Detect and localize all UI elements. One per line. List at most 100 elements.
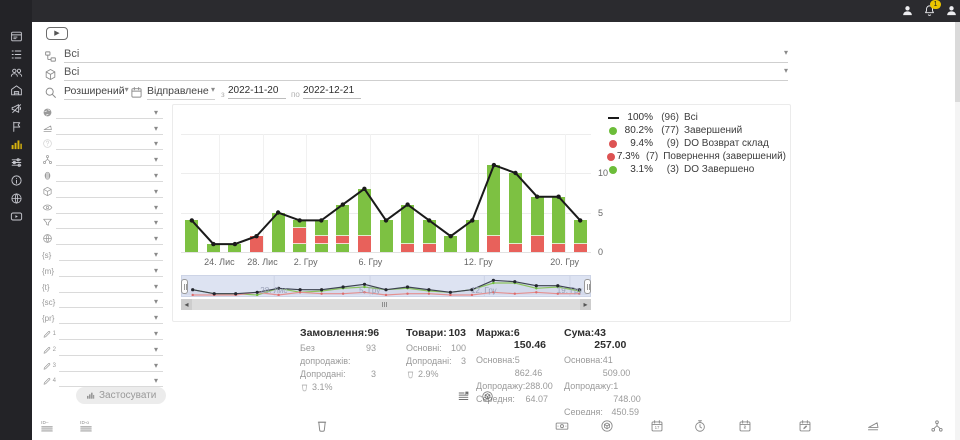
- sidebar-item-info[interactable]: [0, 174, 32, 187]
- filter-select[interactable]: ▾: [56, 169, 163, 182]
- filter-select[interactable]: ▾: [56, 232, 163, 246]
- filter-select[interactable]: ▾: [59, 248, 163, 261]
- product-select[interactable]: Всі ▾: [64, 66, 788, 81]
- chevron-down-icon: ▾: [153, 313, 158, 323]
- filter-select[interactable]: ▾: [56, 153, 163, 167]
- bar-segment-green: [444, 236, 458, 252]
- legend-item[interactable]: 3.1% (3) DO Завершено: [606, 163, 786, 176]
- page-scrollbar[interactable]: [955, 22, 960, 440]
- avatar-button[interactable]: [945, 4, 958, 17]
- toolbar-cube-circle-button[interactable]: [600, 419, 614, 433]
- view-toggle-cube-circle[interactable]: [481, 390, 494, 403]
- cup-icon: [406, 370, 415, 379]
- toolbar-ramp-button[interactable]: [866, 419, 880, 433]
- search-mode-value: Розширений: [64, 85, 125, 97]
- toolbar-stopwatch-button[interactable]: [693, 419, 707, 433]
- filter-select[interactable]: ▾: [59, 311, 163, 325]
- scroll-right-arrow-icon[interactable]: ▸: [580, 299, 591, 310]
- filter-row-ramp: ▾: [42, 119, 163, 135]
- avatar-icon: [945, 4, 958, 17]
- stat-sub-value: 5 862.46: [514, 355, 543, 378]
- date-to-input[interactable]: 2022-12-21: [303, 85, 361, 99]
- toolbar-banknote-button[interactable]: [555, 419, 569, 433]
- sidebar-item-sliders[interactable]: [0, 156, 32, 169]
- toolbar-calendar-edit-button[interactable]: [798, 419, 812, 433]
- user-button[interactable]: [901, 4, 914, 17]
- bar-segment-red: [250, 236, 263, 252]
- filter-select[interactable]: ▾: [59, 264, 163, 277]
- filter-select[interactable]: ▾: [59, 295, 163, 309]
- sidebar-item-order-list[interactable]: [0, 48, 32, 61]
- navigator-right-handle[interactable]: [584, 279, 591, 294]
- sidebar-item-flag[interactable]: [0, 120, 32, 133]
- filter-select[interactable]: ▾: [59, 359, 163, 372]
- stat-sub-label: Основні:: [406, 343, 442, 353]
- stat-sub-label: Без допродажів:: [300, 343, 351, 366]
- legend-count: (3): [666, 164, 679, 175]
- navigator-series: [184, 276, 588, 297]
- bar-segment-red: [530, 236, 544, 252]
- filter-select[interactable]: ▾: [56, 122, 163, 135]
- sidebar-item-globe[interactable]: [0, 192, 32, 205]
- sidebar-item-video[interactable]: [0, 210, 32, 223]
- scroll-left-arrow-icon[interactable]: ◂: [181, 299, 192, 310]
- bar-segment-green: [293, 244, 307, 252]
- toolbar-id-o-button[interactable]: [79, 419, 93, 433]
- bar-segment-green: [573, 220, 587, 245]
- filter-select[interactable]: ▾: [56, 185, 163, 198]
- legend-item[interactable]: 7.3% (7) Повернення (завершений): [606, 150, 786, 163]
- bell-button[interactable]: 1: [923, 0, 941, 17]
- filter-select[interactable]: ▾: [56, 216, 163, 230]
- chart-plot: 0 5 10 24. Лис 28. Лис 2. Гру 6. Гру 12. Гру 20.…: [173, 105, 790, 321]
- chevron-down-icon: ▾: [153, 155, 158, 165]
- id-dash-icon: [40, 419, 54, 433]
- bar-segment-red: [509, 244, 522, 252]
- chevron-down-icon: ▾: [153, 107, 158, 117]
- toolbar-id-dash-button[interactable]: [40, 419, 54, 433]
- chart-scrollbar[interactable]: ◂ ▸: [181, 299, 591, 310]
- play-button[interactable]: ▶: [46, 27, 68, 40]
- filter-select[interactable]: ▾: [56, 106, 163, 119]
- filter-select[interactable]: ▾: [56, 201, 163, 214]
- scrollbar-grip[interactable]: [382, 302, 387, 307]
- filter-row-pencil-4: 4 ▾: [42, 372, 163, 388]
- banknote-icon: [555, 419, 569, 433]
- status-select[interactable]: Всі ▾: [64, 48, 788, 63]
- legend-count: (77): [661, 125, 679, 136]
- bar-segment-green: [206, 244, 220, 252]
- chevron-down-icon: ▾: [153, 328, 158, 338]
- toolbar-cup-button[interactable]: [315, 419, 329, 433]
- sidebar-item-warehouse[interactable]: [0, 84, 32, 97]
- list-flag-icon: [457, 390, 470, 403]
- sidebar-item-users[interactable]: [0, 66, 32, 79]
- search-mode-select[interactable]: Розширений ▾: [64, 85, 129, 100]
- apply-button[interactable]: Застосувати: [76, 387, 167, 404]
- filter-select[interactable]: ▾: [56, 137, 163, 151]
- toolbar-calendar-s-button[interactable]: [738, 419, 752, 433]
- filter-row-braces-t: {t} ▾: [42, 277, 163, 293]
- toolbar-sitemap-button[interactable]: [930, 419, 944, 433]
- legend-item[interactable]: 80.2% (77) Завершений: [606, 124, 786, 137]
- page-scrollbar-thumb[interactable]: [955, 22, 960, 102]
- legend-item[interactable]: 9.4% (9) DO Возврат склад: [606, 137, 786, 150]
- y-axis-tick: 10: [598, 168, 609, 178]
- view-toggle-list-flag[interactable]: [457, 390, 470, 403]
- filter-select[interactable]: ▾: [59, 374, 163, 388]
- date-from-input[interactable]: 2022-11-20: [228, 85, 286, 99]
- sidebar-item-megaphone-off[interactable]: [0, 102, 32, 115]
- sidebar-item-analytics-chart[interactable]: [0, 138, 32, 151]
- chevron-down-icon: ▾: [153, 376, 158, 386]
- legend-item[interactable]: 100% (96) Всі: [606, 111, 786, 124]
- bar-segment-red: [314, 236, 328, 245]
- chevron-down-icon: ▾: [153, 344, 158, 354]
- date-type-select[interactable]: Відправлене ▾: [147, 85, 215, 100]
- sidebar-item-cards[interactable]: [0, 30, 32, 43]
- navigator-left-handle[interactable]: [181, 279, 188, 294]
- chevron-down-icon: ▾: [153, 202, 158, 212]
- filter-select[interactable]: ▾: [59, 280, 163, 293]
- chart-navigator[interactable]: 28. Лис 5. Гру 12. Гру 19. Гру: [181, 275, 591, 297]
- filter-select[interactable]: ▾: [59, 327, 163, 340]
- bar-segment-green: [336, 244, 350, 252]
- filter-select[interactable]: ▾: [59, 343, 163, 356]
- toolbar-calendar-17-button[interactable]: [650, 419, 664, 433]
